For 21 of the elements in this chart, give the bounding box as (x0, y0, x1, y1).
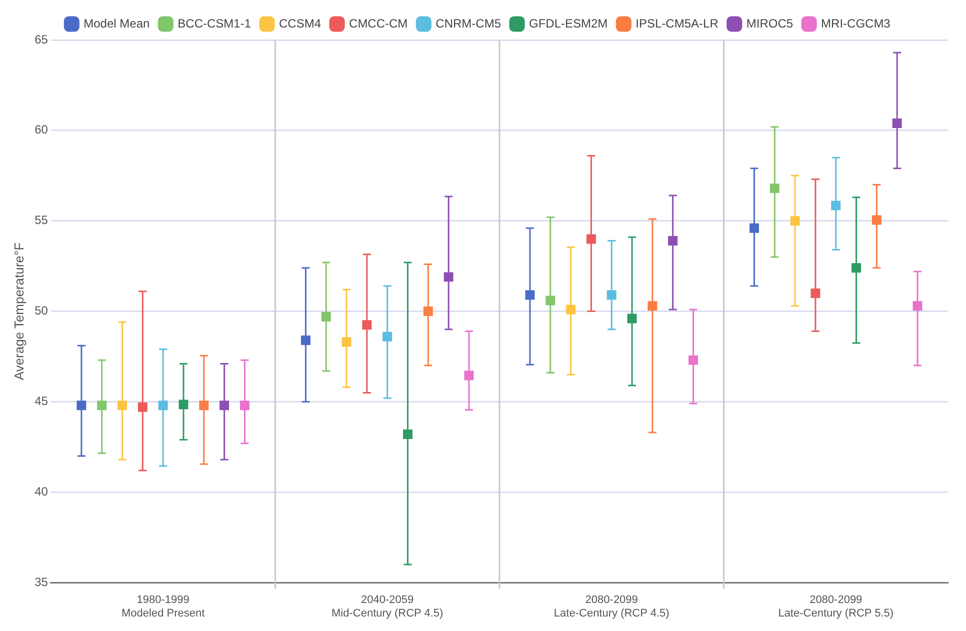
legend-label: CCSM4 (279, 16, 322, 30)
y-tick-label: 60 (34, 122, 48, 137)
legend-label: MRI-CGCM3 (821, 16, 891, 30)
x-tick-label: 1980-1999 Modeled Present (121, 594, 205, 620)
legend-label: IPSL-CM5A-LR (636, 16, 719, 30)
y-tick-label: 45 (34, 394, 48, 408)
y-tick-label: 65 (34, 32, 48, 46)
x-tick-label: 2080-2099 Late-Century (RCP 4.5) (554, 594, 670, 620)
legend-label: CNRM-CM5 (436, 16, 502, 30)
y-tick-label: 55 (34, 213, 48, 228)
x-tick-label: 2080-2099 Late-Century (RCP 5.5) (778, 594, 894, 620)
legend-label: MIROC5 (746, 16, 794, 30)
legend-label: CMCC-CM (349, 16, 408, 30)
y-tick-label: 35 (34, 574, 48, 589)
legend-label: BCC-CSM1-1 (178, 16, 252, 30)
x-tick-label: 2040-2059 Mid-Century (RCP 4.5) (332, 594, 444, 620)
y-tick-label: 50 (34, 304, 48, 318)
y-tick-label: 40 (34, 484, 48, 498)
legend-label: GFDL-ESM2M (529, 16, 608, 30)
y-axis-title: Average Temperature°F (11, 242, 26, 380)
legend-label: Model Mean (84, 16, 150, 30)
